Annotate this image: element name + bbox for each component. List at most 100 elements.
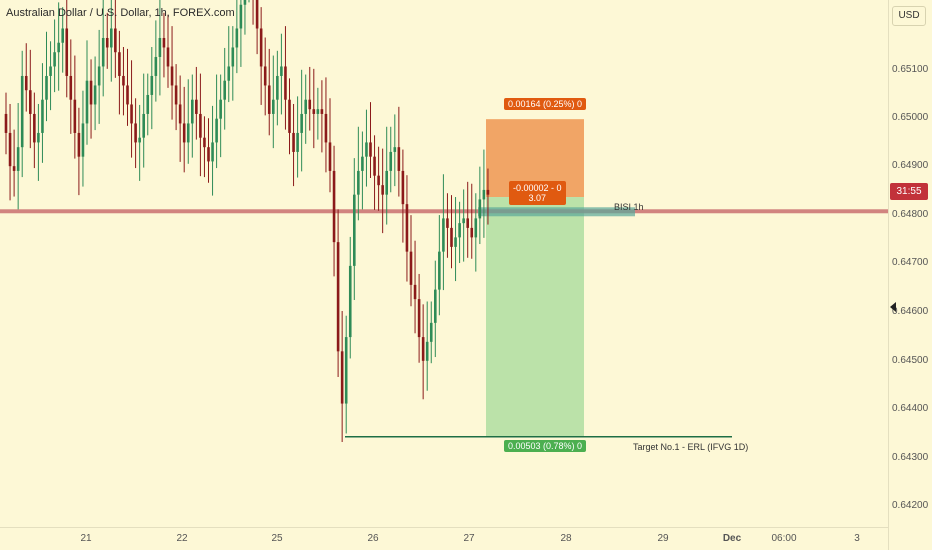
currency-button[interactable]: USD <box>892 6 926 26</box>
candle-body <box>223 80 226 100</box>
candle-body <box>162 37 166 48</box>
candle-body <box>466 218 469 228</box>
candle-body <box>462 218 465 224</box>
candle-body <box>280 66 283 76</box>
candle-body <box>365 142 368 157</box>
candle-body <box>328 142 332 171</box>
candle-body <box>288 99 291 133</box>
candle-body <box>259 28 263 67</box>
candle-body <box>57 42 60 53</box>
candle-body <box>8 132 12 167</box>
x-tick-label: 25 <box>271 533 283 544</box>
candle-body <box>231 47 235 67</box>
y-tick-label: 0.64300 <box>892 452 929 463</box>
candle-body <box>353 194 356 266</box>
candle-body <box>53 52 56 67</box>
candle-body <box>73 99 77 133</box>
candle-body <box>324 113 328 143</box>
candle-body <box>478 199 482 219</box>
candle-body <box>373 156 376 176</box>
candle-body <box>81 123 85 157</box>
scroll-right-arrow-icon[interactable] <box>890 302 896 312</box>
candle-body <box>263 66 267 86</box>
y-tick-label: 0.64900 <box>892 160 929 171</box>
candle-body <box>446 218 449 228</box>
candle-body <box>150 75 154 95</box>
candle-body <box>486 189 490 195</box>
candle-body <box>16 147 20 171</box>
candle-body <box>393 147 397 152</box>
x-tick-label: 06:00 <box>771 533 797 544</box>
candle-body <box>389 151 393 171</box>
candle-body <box>336 242 340 352</box>
candle-body <box>146 94 150 114</box>
candle-body <box>219 99 222 119</box>
candle-body <box>199 113 202 138</box>
y-tick-label: 0.64200 <box>892 500 929 511</box>
candle-body <box>134 123 137 143</box>
candle-body <box>344 337 348 404</box>
candle-body <box>65 28 69 76</box>
x-tick-label: 21 <box>80 533 92 544</box>
x-tick-label: 26 <box>367 533 379 544</box>
candle-body <box>105 37 109 48</box>
support-line <box>0 209 888 214</box>
candle-body <box>292 132 295 152</box>
candle-body <box>93 85 97 105</box>
candle-body <box>267 85 271 114</box>
chart-title: Australian Dollar / U.S. Dollar, 1h, FOR… <box>6 7 235 19</box>
candle-body <box>158 37 162 57</box>
candle-body <box>474 218 478 238</box>
candle-body <box>170 66 174 86</box>
candle-body <box>284 66 287 100</box>
stop-loss-label: 0.00164 (0.25%) 0 <box>504 98 587 110</box>
candle-body <box>154 56 158 76</box>
y-tick-label: 0.64800 <box>892 209 929 220</box>
y-tick-label: 0.64600 <box>892 306 929 317</box>
candle-body <box>110 28 113 48</box>
candle-body <box>195 99 198 114</box>
y-tick-label: 0.65100 <box>892 64 929 75</box>
candle-body <box>45 75 48 100</box>
candle-body <box>49 66 52 76</box>
candle-body <box>417 299 421 338</box>
y-tick-label: 0.64700 <box>892 257 929 268</box>
candle-body <box>166 47 170 67</box>
candle-body <box>191 99 194 124</box>
candle-body <box>138 137 141 143</box>
candle-body <box>29 90 32 114</box>
current-pnl-line2: 3.07 <box>528 193 547 203</box>
candle-body <box>340 351 344 404</box>
candle-body <box>207 147 210 162</box>
candle-body <box>397 147 401 171</box>
candle-body <box>4 113 8 133</box>
candle-body <box>434 289 437 323</box>
candle-body <box>101 37 105 67</box>
candle-body <box>425 341 429 361</box>
x-tick-label: 3 <box>854 533 860 544</box>
x-tick-label: Dec <box>722 533 742 544</box>
candle-body <box>61 28 64 43</box>
target-label: 0.00503 (0.78%) 0 <box>504 440 587 452</box>
candle-body <box>126 85 129 105</box>
candle-body <box>122 75 125 86</box>
candle-body <box>69 75 73 100</box>
candle-body <box>235 28 239 48</box>
candle-body <box>450 227 453 247</box>
candle-body <box>118 52 121 76</box>
candle-body <box>348 265 352 338</box>
y-tick-label: 0.64500 <box>892 355 929 366</box>
candle-body <box>186 123 190 143</box>
candle-body <box>85 80 89 124</box>
candle-body <box>37 132 40 143</box>
candle-body <box>211 142 214 162</box>
candle-body <box>405 204 409 252</box>
candle-body <box>77 132 81 157</box>
candle-body <box>203 137 206 148</box>
candle-body <box>272 99 275 114</box>
candle-body <box>182 123 186 143</box>
candle-body <box>276 75 279 100</box>
candle-body <box>227 66 231 81</box>
